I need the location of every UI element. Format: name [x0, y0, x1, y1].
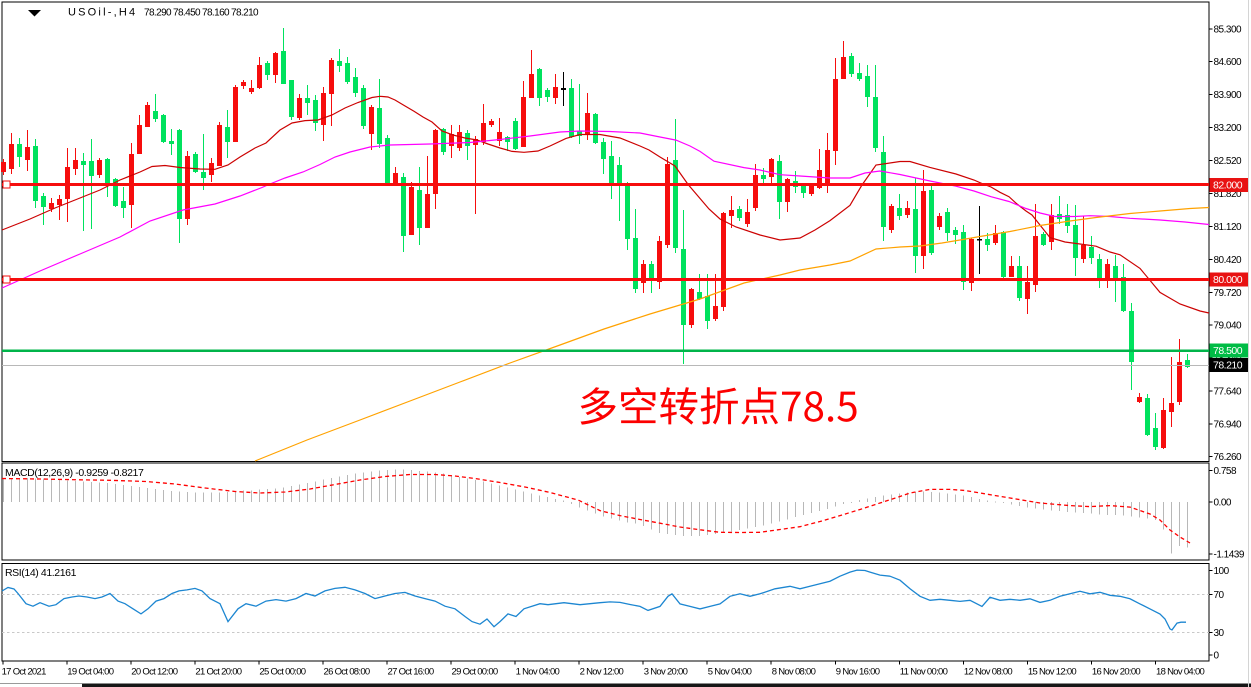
svg-text:81.120: 81.120 [1214, 222, 1243, 233]
svg-text:78.210: 78.210 [231, 8, 259, 19]
svg-text:100: 100 [1214, 566, 1230, 577]
svg-text:19 Oct 04:00: 19 Oct 04:00 [67, 667, 113, 678]
svg-text:80.000: 80.000 [1213, 274, 1243, 286]
svg-text:82.520: 82.520 [1214, 156, 1243, 167]
svg-text:8 Nov 08:00: 8 Nov 08:00 [772, 667, 816, 678]
svg-text:84.600: 84.600 [1214, 57, 1243, 68]
svg-text:16 Nov 20:00: 16 Nov 20:00 [1092, 667, 1141, 678]
svg-text:30: 30 [1214, 628, 1225, 639]
svg-text:0: 0 [1214, 650, 1220, 661]
svg-text:81.820: 81.820 [1214, 189, 1243, 200]
svg-text:20 Oct 12:00: 20 Oct 12:00 [131, 667, 177, 678]
svg-text:78.210: 78.210 [1213, 360, 1243, 372]
svg-text:26 Oct 08:00: 26 Oct 08:00 [324, 667, 370, 678]
svg-text:70: 70 [1214, 590, 1225, 601]
svg-text:80.420: 80.420 [1214, 255, 1243, 266]
svg-text:83.200: 83.200 [1214, 123, 1243, 134]
svg-text:78.290: 78.290 [144, 8, 172, 19]
svg-text:82.000: 82.000 [1213, 180, 1243, 192]
svg-text:78.500: 78.500 [1213, 345, 1243, 357]
svg-text:27 Oct 16:00: 27 Oct 16:00 [388, 667, 434, 678]
svg-text:3 Nov 20:00: 3 Nov 20:00 [644, 667, 688, 678]
svg-text:11 Nov 00:00: 11 Nov 00:00 [900, 667, 948, 678]
svg-text:RSI(14) 41.2161: RSI(14) 41.2161 [5, 567, 77, 579]
svg-text:1 Nov 04:00: 1 Nov 04:00 [516, 667, 560, 678]
svg-text:0.758: 0.758 [1214, 466, 1237, 477]
svg-text:77.640: 77.640 [1214, 387, 1243, 398]
svg-text:5 Nov 04:00: 5 Nov 04:00 [708, 667, 752, 678]
svg-text:85.300: 85.300 [1214, 24, 1243, 35]
svg-text:25 Oct 00:00: 25 Oct 00:00 [259, 667, 305, 678]
svg-text:21 Oct 20:00: 21 Oct 20:00 [195, 667, 241, 678]
svg-text:76.260: 76.260 [1214, 452, 1243, 463]
svg-text:USOil-,H4: USOil-,H4 [68, 7, 137, 19]
svg-text:-1.1439: -1.1439 [1214, 550, 1245, 561]
svg-text:18 Nov 04:00: 18 Nov 04:00 [1156, 667, 1205, 678]
svg-text:15 Nov 12:00: 15 Nov 12:00 [1028, 667, 1077, 678]
svg-text:12 Nov 08:00: 12 Nov 08:00 [964, 667, 1013, 678]
svg-text:MACD(12,26,9) -0.9259 -0.8217: MACD(12,26,9) -0.9259 -0.8217 [5, 467, 144, 479]
svg-text:17 Oct 2021: 17 Oct 2021 [2, 667, 46, 678]
svg-text:79.040: 79.040 [1214, 320, 1243, 331]
svg-text:83.900: 83.900 [1214, 90, 1243, 101]
svg-text:2 Nov 12:00: 2 Nov 12:00 [580, 667, 624, 678]
svg-text:78.450: 78.450 [173, 8, 201, 19]
svg-text:79.720: 79.720 [1214, 288, 1243, 299]
svg-text:9 Nov 16:00: 9 Nov 16:00 [836, 667, 880, 678]
svg-text:0.00: 0.00 [1214, 497, 1232, 508]
svg-text:76.940: 76.940 [1214, 420, 1243, 431]
svg-text:78.160: 78.160 [202, 8, 230, 19]
svg-text:29 Oct 00:00: 29 Oct 00:00 [452, 667, 498, 678]
